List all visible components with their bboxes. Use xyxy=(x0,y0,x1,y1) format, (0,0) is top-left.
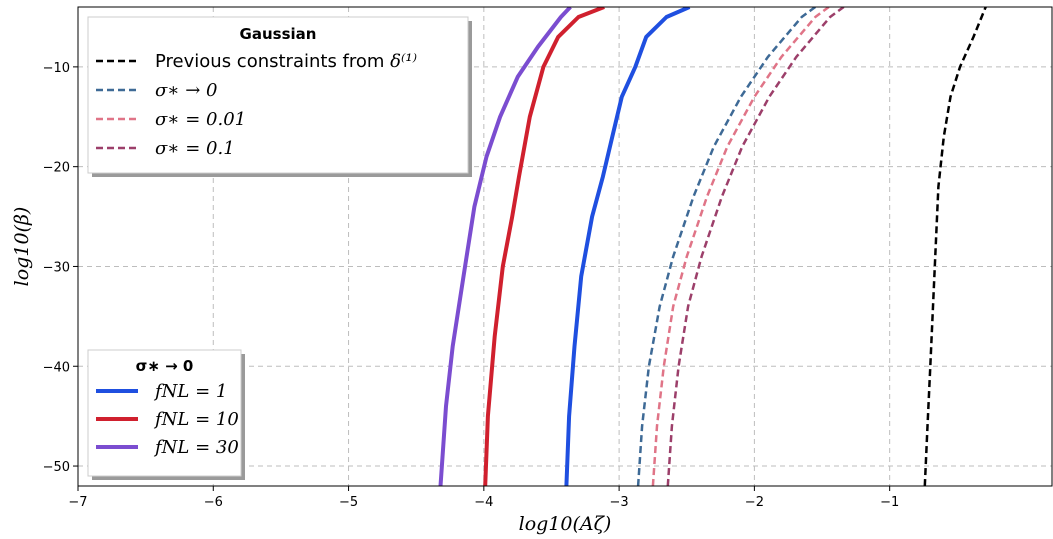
legend-fnl: σ∗ → 0 fNL = 1 fNL = 10 fNL = 30 xyxy=(87,349,245,480)
legend-box xyxy=(87,16,469,174)
series-line-f30 xyxy=(438,7,572,486)
legend-label-g01: σ∗ = 0.1 xyxy=(155,138,235,159)
legend-label-previous: Previous constraints from δ⁽¹⁾ xyxy=(155,51,417,72)
y-axis-label: log10(β) xyxy=(11,207,33,287)
series-line-f10 xyxy=(483,7,605,486)
series-line-g01 xyxy=(666,7,845,486)
series-line-g0 xyxy=(636,7,817,486)
legend-title: σ∗ → 0 xyxy=(136,357,194,375)
axis-ticks: −7 −6 −5 −4 −3 −2 −1 −50 −40 −30 −20 −10 xyxy=(43,61,900,510)
x-tick-label: −7 xyxy=(68,495,87,510)
y-tick-label: −30 xyxy=(43,260,70,275)
x-tick-label: −5 xyxy=(339,495,358,510)
legend-label-f1: fNL = 1 xyxy=(153,381,227,402)
y-tick-label: −50 xyxy=(43,460,70,475)
legend-label-f30: fNL = 30 xyxy=(153,437,239,458)
legends: Gaussian Previous constraints from δ⁽¹⁾ σ∗… xyxy=(87,16,472,480)
y-tick-label: −10 xyxy=(43,61,70,76)
legend-gaussian: Gaussian Previous constraints from δ⁽¹⁾ σ∗… xyxy=(87,16,472,177)
x-tick-label: −4 xyxy=(474,495,493,510)
x-tick-label: −3 xyxy=(610,495,629,510)
series-line-f1 xyxy=(564,7,691,486)
x-tick-label: −6 xyxy=(204,495,223,510)
series-line-previous xyxy=(923,7,987,486)
y-tick-label: −20 xyxy=(43,161,70,176)
plot-frame xyxy=(77,6,1053,487)
legend-label-f10: fNL = 10 xyxy=(153,409,239,430)
x-tick-label: −2 xyxy=(745,495,764,510)
series-lines xyxy=(438,7,987,486)
series-line-g001 xyxy=(651,7,830,486)
y-tick-label: −40 xyxy=(43,360,70,375)
legend-box xyxy=(87,349,242,477)
legend-title: Gaussian xyxy=(240,25,317,43)
x-tick-label: −1 xyxy=(880,495,899,510)
legend-label-g0: σ∗ → 0 xyxy=(155,80,218,101)
legend-label-g001: σ∗ = 0.01 xyxy=(155,109,246,130)
x-axis-label: log10(Aζ) xyxy=(519,513,612,535)
